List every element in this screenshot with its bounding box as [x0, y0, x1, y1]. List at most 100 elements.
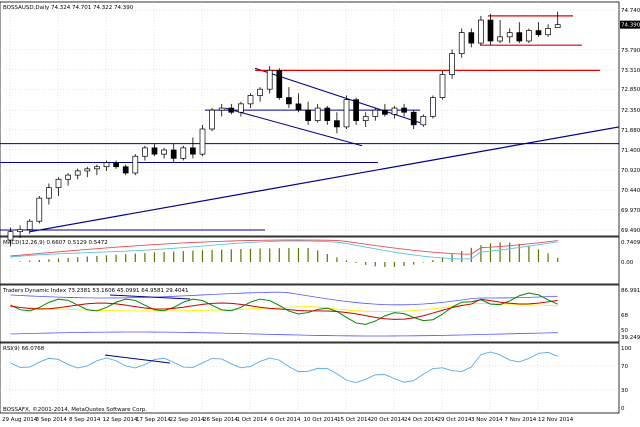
candle — [199, 128, 206, 155]
chart-title: BOSSAUSD,Daily 74.324 74.701 74.322 74.3… — [3, 5, 134, 11]
candle — [458, 32, 465, 54]
macd-label: MACD(12,26,9) 0.6607 0.5129 0.5472 — [3, 240, 108, 246]
x-tick-label: 1 Oct 2014 — [237, 417, 268, 423]
candle — [218, 107, 225, 111]
rsi-line — [10, 351, 558, 383]
x-tick-label: 22 Sep 2014 — [170, 417, 205, 423]
tdi-red-line — [10, 298, 558, 320]
y-tick-label: 70.920 — [621, 168, 640, 174]
candle — [94, 166, 100, 170]
candle — [161, 149, 167, 155]
x-tick-label: 6 Oct 2014 — [270, 417, 301, 423]
candle — [497, 36, 503, 42]
x-tick-label: 15 Oct 2014 — [337, 417, 372, 423]
candle — [305, 109, 311, 121]
rsi-label: RSI(9) 66.0768 — [3, 346, 45, 352]
y-tick-label: 72.350 — [621, 108, 640, 114]
tdi-tick-label: 86.991 — [621, 288, 640, 294]
candle — [122, 166, 129, 174]
candle — [468, 32, 475, 44]
candle — [526, 30, 532, 42]
rsi-tick-label: 70 — [621, 364, 628, 370]
tdi-lower-band — [10, 331, 558, 337]
candle — [286, 97, 292, 105]
candle — [74, 170, 81, 176]
candle — [420, 116, 427, 126]
candle — [190, 147, 196, 155]
tdi-tick-label: 50 — [621, 328, 628, 334]
rsi-divergence-line — [104, 354, 171, 364]
trendline — [29, 126, 620, 233]
candle — [430, 97, 436, 117]
candle — [17, 229, 23, 233]
candle — [334, 120, 340, 128]
rsi-tick-label: 30 — [621, 388, 628, 394]
candle — [180, 147, 187, 159]
candle — [449, 53, 455, 75]
candle — [506, 32, 513, 38]
candle — [362, 116, 369, 121]
rsi-tick-label: 0 — [621, 406, 625, 412]
rsi-tick-label: 100 — [621, 346, 632, 352]
candle — [84, 168, 91, 172]
y-tick-label: 73.790 — [621, 48, 640, 54]
tdi-tick-label: 39.2493 — [621, 335, 640, 341]
candle — [247, 95, 254, 105]
candle — [554, 24, 561, 28]
x-tick-label: 10 Oct 2014 — [304, 417, 339, 423]
channel-bottom — [224, 107, 363, 147]
tdi-label: Traders Dynamic Index 73.2381 53.1606 45… — [2, 288, 189, 294]
candle — [353, 99, 359, 121]
y-tick-label: 71.880 — [621, 128, 640, 134]
macd-signal-line — [10, 239, 558, 257]
candle — [257, 88, 263, 96]
candle — [26, 220, 33, 230]
x-tick-label: 29 Oct 2014 — [438, 417, 473, 423]
candle — [7, 231, 14, 241]
candle — [266, 69, 273, 90]
x-tick-label: 3 Sep 2014 — [36, 417, 68, 423]
candle — [103, 162, 110, 168]
candle — [410, 111, 417, 126]
candle — [151, 147, 158, 155]
candle — [324, 107, 331, 121]
candle — [132, 155, 139, 174]
price-tag-label: 74.390 — [621, 23, 640, 29]
x-tick-label: 29 Aug 2014 — [2, 417, 38, 423]
macd-tick-label: 0.7409 — [621, 240, 640, 246]
candle — [55, 178, 62, 189]
x-tick-label: 26 Sep 2014 — [203, 417, 238, 423]
candle — [276, 69, 283, 98]
tdi-divergence-line — [109, 294, 191, 300]
tdi-green-line — [10, 292, 558, 325]
candle — [478, 19, 484, 44]
pane-tdi — [0, 284, 620, 343]
macd-tick-label: 0.00 — [621, 260, 634, 266]
x-tick-label: 17 Sep 2014 — [136, 417, 171, 423]
candle — [113, 162, 119, 168]
pane-rsi — [0, 342, 620, 414]
candle — [382, 109, 388, 115]
y-tick-label: 69.970 — [621, 208, 640, 214]
candle — [65, 174, 71, 180]
x-tick-label: 12 Sep 2014 — [103, 417, 138, 423]
candle — [209, 109, 215, 130]
y-tick-label: 74.740 — [621, 8, 640, 14]
candle — [487, 19, 494, 42]
candle — [545, 28, 551, 36]
y-tick-label: 73.310 — [621, 68, 640, 74]
candle — [314, 107, 321, 121]
tdi-tick-label: 68 — [621, 313, 628, 319]
candle — [238, 103, 244, 113]
candle — [535, 30, 542, 36]
candle — [516, 32, 523, 42]
pane-macd — [0, 236, 620, 285]
candle — [46, 187, 52, 199]
x-tick-label: 3 Nov 2014 — [471, 417, 503, 423]
candle — [228, 107, 235, 113]
macd-main-line — [10, 240, 558, 260]
candle — [36, 197, 43, 222]
x-tick-label: 20 Oct 2014 — [371, 417, 406, 423]
